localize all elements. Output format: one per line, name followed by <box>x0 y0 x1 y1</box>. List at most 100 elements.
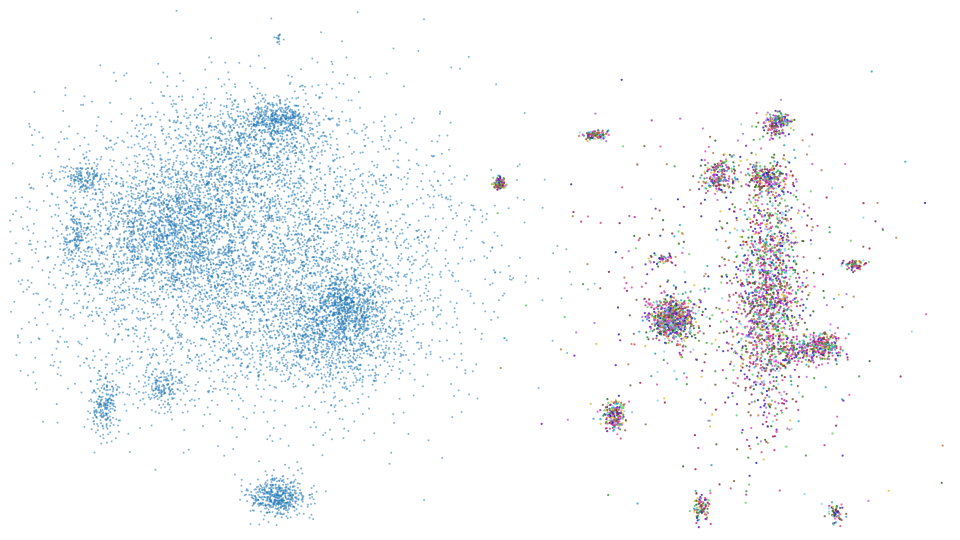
scatter-point <box>357 252 360 255</box>
scatter-point <box>406 177 409 180</box>
scatter-point <box>167 186 170 189</box>
scatter-point <box>237 274 240 277</box>
scatter-point <box>304 310 307 313</box>
scatter-point <box>298 333 301 336</box>
scatter-point <box>244 320 247 323</box>
scatter-point <box>121 338 124 341</box>
scatter-point <box>373 164 376 167</box>
scatter-point <box>231 240 234 243</box>
scatter-point <box>392 231 395 234</box>
scatter-point <box>422 265 425 268</box>
scatter-point <box>340 221 342 224</box>
scatter-point <box>307 263 310 266</box>
scatter-point <box>253 241 256 244</box>
scatter-point <box>233 228 236 231</box>
scatter-point <box>310 364 313 367</box>
scatter-point <box>284 216 286 219</box>
scatter-point <box>287 195 290 198</box>
scatter-point <box>279 260 282 263</box>
scatter-point <box>275 365 278 368</box>
scatter-point <box>472 208 475 211</box>
scatter-point <box>98 213 101 216</box>
scatter-point <box>215 227 217 230</box>
scatter-point <box>222 270 225 272</box>
scatter-point <box>70 254 73 257</box>
scatter-point <box>394 271 397 274</box>
scatter-point <box>256 221 259 224</box>
scatter-point <box>360 357 363 360</box>
scatter-point <box>442 217 445 220</box>
scatter-point <box>460 342 463 345</box>
scatter-point <box>246 264 249 267</box>
scatter-point <box>257 378 260 381</box>
scatter-point <box>305 254 308 257</box>
scatter-point <box>287 226 290 229</box>
scatter-point <box>126 358 129 361</box>
scatter-point <box>328 361 331 364</box>
scatter-point <box>433 247 436 250</box>
scatter-point <box>208 278 211 281</box>
scatter-point <box>264 359 267 362</box>
scatter-point <box>377 221 380 224</box>
scatter-point <box>221 380 224 383</box>
scatter-point <box>312 235 315 238</box>
scatter-point <box>348 250 351 253</box>
scatter-point <box>380 120 383 123</box>
scatter-point <box>152 312 155 315</box>
scatter-point <box>85 357 88 360</box>
scatter-point <box>508 278 511 281</box>
scatter-point <box>194 356 197 359</box>
scatter-point <box>219 347 222 350</box>
scatter-point <box>336 257 339 260</box>
scatter-point <box>200 337 202 340</box>
scatter-point <box>111 290 113 293</box>
scatter-point <box>91 277 94 280</box>
scatter-point <box>441 196 443 199</box>
scatter-point <box>275 289 278 292</box>
scatter-point <box>261 333 264 336</box>
scatter-point <box>86 215 89 218</box>
scatter-point <box>91 359 94 362</box>
scatter-point <box>75 292 78 295</box>
scatter-point <box>292 229 295 232</box>
scatter-point <box>339 175 342 178</box>
scatter-point <box>215 332 218 335</box>
scatter-point <box>138 129 141 132</box>
scatter-point <box>312 265 315 268</box>
scatter-point <box>319 207 322 210</box>
scatter-point <box>308 321 311 324</box>
scatter-point <box>33 91 36 94</box>
scatter-point <box>35 248 37 250</box>
scatter-point <box>235 325 238 328</box>
scatter-point <box>470 204 473 207</box>
scatter-point <box>237 394 240 397</box>
scatter-point <box>196 365 199 368</box>
scatter-point <box>181 161 184 164</box>
scatter-point <box>136 250 139 253</box>
scatter-point <box>151 102 154 105</box>
scatter-point <box>121 299 124 302</box>
scatter-point <box>228 78 231 81</box>
scatter-point <box>317 236 320 239</box>
scatter-point <box>34 381 37 384</box>
scatter-point <box>367 175 370 178</box>
scatter-point <box>72 288 75 291</box>
scatter-point <box>155 353 157 356</box>
scatter-point <box>276 360 278 363</box>
scatter-point <box>214 296 217 299</box>
scatter-point <box>190 305 193 308</box>
scatter-point <box>175 299 178 302</box>
scatter-point <box>516 196 519 199</box>
scatter-point <box>123 403 126 406</box>
scatter-point <box>173 288 176 291</box>
scatter-point <box>246 305 249 308</box>
scatter-point <box>233 293 236 296</box>
scatter-point <box>270 280 272 283</box>
scatter-point <box>390 451 393 454</box>
scatter-point <box>180 290 183 293</box>
scatter-point <box>135 392 138 395</box>
scatter-point <box>442 172 445 175</box>
scatter-point <box>116 136 119 139</box>
scatter-point <box>237 187 240 190</box>
scatter-point <box>370 250 373 253</box>
